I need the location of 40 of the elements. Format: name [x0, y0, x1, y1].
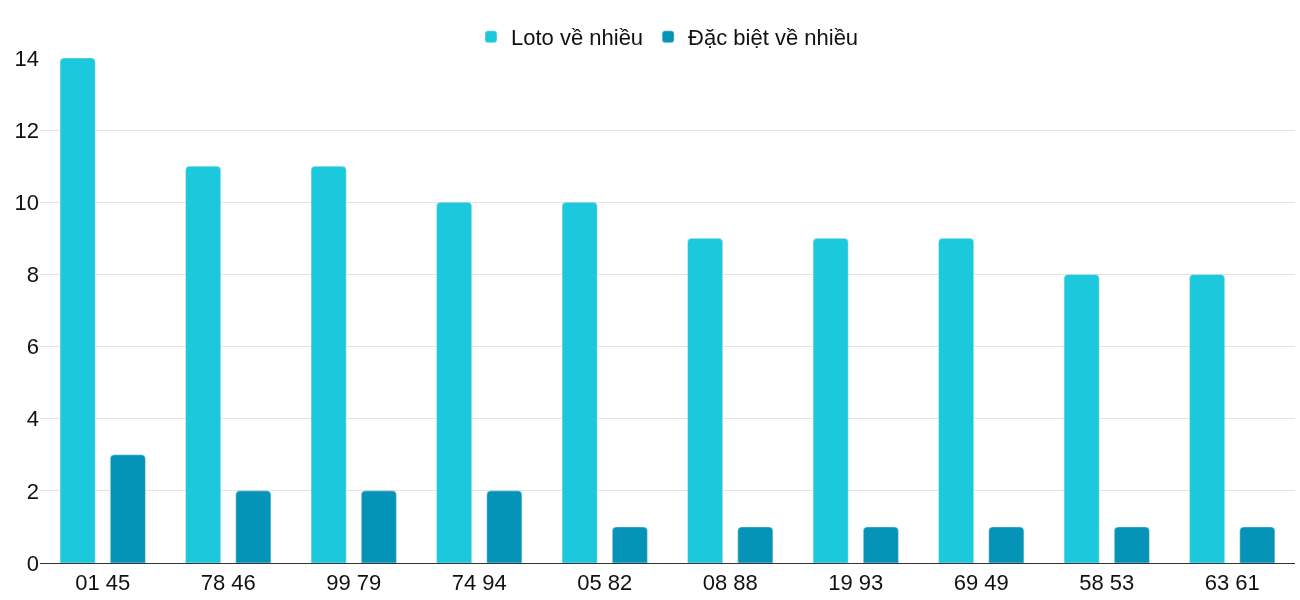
- bar: [486, 490, 523, 563]
- y-tick-label: 14: [14, 45, 39, 71]
- y-tick-label: 12: [14, 117, 39, 143]
- y-tick-label: 0: [26, 550, 39, 576]
- x-tick-label: 69 49: [953, 570, 1009, 596]
- bar: [561, 202, 598, 563]
- y-tick-label: 4: [26, 406, 39, 432]
- bar: [988, 526, 1025, 563]
- y-tick-label: 2: [26, 478, 39, 504]
- y-tick-label: 8: [26, 262, 39, 288]
- y-tick-label: 6: [26, 334, 39, 360]
- x-tick-label: 05 82: [577, 570, 633, 596]
- x-tick-label: 01 45: [75, 570, 131, 596]
- bar: [737, 526, 774, 563]
- y-tick-label: 10: [14, 189, 39, 215]
- legend-label: Đặc biệt về nhiều: [688, 25, 859, 51]
- bar: [938, 238, 974, 563]
- x-tick-label: 08 88: [702, 570, 758, 596]
- bar: [310, 165, 347, 563]
- legend-label: Loto về nhiều: [511, 25, 644, 51]
- bar: [1063, 274, 1100, 563]
- x-tick-label: 74 94: [451, 570, 507, 596]
- bar: [59, 58, 96, 563]
- bar: [1239, 526, 1276, 563]
- bar: [612, 526, 648, 563]
- bar: [436, 202, 472, 563]
- bar: [361, 490, 397, 563]
- bar: [687, 238, 723, 563]
- x-tick-label: 99 79: [326, 570, 382, 596]
- x-tick-label: 58 53: [1079, 570, 1135, 596]
- bar: [1114, 526, 1150, 563]
- bar: [863, 526, 899, 563]
- bar: [1189, 274, 1225, 563]
- x-tick-label: 19 93: [828, 570, 884, 596]
- bar: [812, 238, 849, 563]
- bar: [110, 454, 146, 563]
- bar: [235, 490, 272, 563]
- bar: [185, 165, 221, 563]
- x-tick-label: 63 61: [1204, 570, 1260, 596]
- x-tick-label: 78 46: [200, 570, 256, 596]
